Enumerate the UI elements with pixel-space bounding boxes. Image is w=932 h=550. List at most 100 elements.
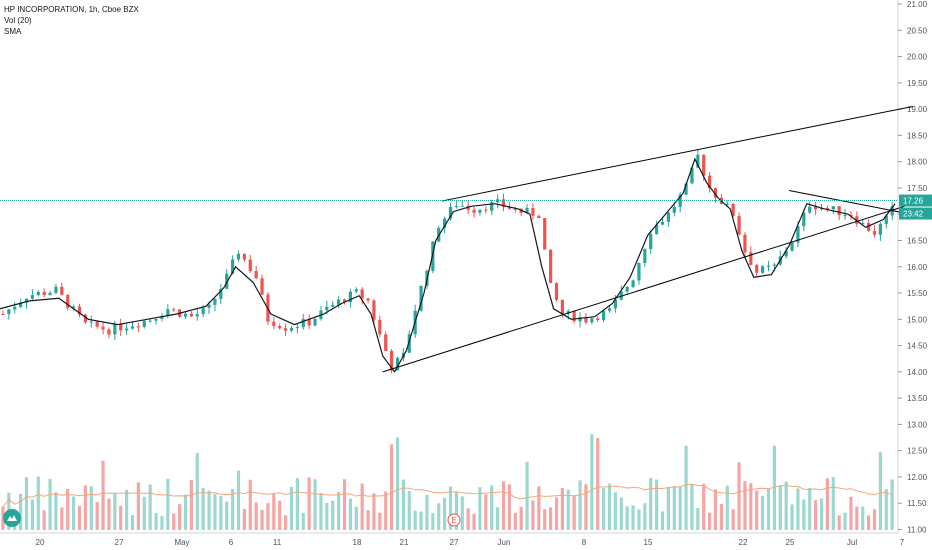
volume-bar xyxy=(42,510,46,530)
candle-body xyxy=(802,212,806,227)
candle-body xyxy=(390,350,394,371)
candle-body xyxy=(331,304,335,307)
volume-bar xyxy=(289,486,294,530)
candle-body xyxy=(884,215,888,224)
volume-bar xyxy=(578,480,582,530)
candle-body xyxy=(478,209,482,213)
volume-bar xyxy=(36,476,40,530)
candle-body xyxy=(154,318,158,321)
x-tick-label: 15 xyxy=(644,538,653,547)
volume-bar xyxy=(672,486,676,530)
volume-bar xyxy=(384,491,388,530)
candle-body xyxy=(337,299,341,305)
candle-body xyxy=(743,234,747,253)
volume-bar xyxy=(77,505,82,530)
candle-body xyxy=(554,283,559,300)
candle-body xyxy=(130,326,135,329)
volume-bar xyxy=(125,489,129,530)
volume-bar xyxy=(183,494,188,530)
candle-body xyxy=(419,285,423,311)
volume-bar xyxy=(219,496,223,530)
candle-body xyxy=(660,221,665,225)
candle-body xyxy=(725,203,729,205)
candle-body xyxy=(30,295,34,299)
y-tick-label: 18.00 xyxy=(907,158,928,167)
volume-bar xyxy=(201,488,205,530)
volume-bar xyxy=(549,507,553,530)
candle-body xyxy=(183,313,188,317)
candle-body xyxy=(101,326,105,330)
candle-body xyxy=(407,334,411,353)
y-tick-label: 14.50 xyxy=(907,342,928,351)
volume-bar xyxy=(631,505,635,530)
volume-bar xyxy=(849,496,853,530)
volume-bar xyxy=(737,462,741,530)
candle-body xyxy=(761,266,765,273)
candle-body xyxy=(1,314,5,316)
volume-bar xyxy=(19,493,23,530)
volume-bar xyxy=(136,482,140,530)
volume-bar xyxy=(189,480,193,530)
volume-bar xyxy=(825,478,829,530)
volume-bars xyxy=(1,434,894,530)
candle-body xyxy=(731,203,735,217)
volume-bar xyxy=(566,489,570,530)
candle-body xyxy=(843,214,847,216)
volume-bar xyxy=(1,506,5,530)
candle-body xyxy=(301,319,305,328)
y-tick-label: 18.50 xyxy=(907,131,928,140)
volume-bar xyxy=(395,437,400,530)
candle-body xyxy=(578,317,582,322)
volume-bar xyxy=(814,500,818,530)
countdown-label-bg xyxy=(899,207,932,220)
candle-body xyxy=(513,208,517,210)
volume-bar xyxy=(448,486,453,530)
candle-body xyxy=(354,289,358,292)
volume-bar xyxy=(378,512,382,530)
tradingview-logo-icon[interactable] xyxy=(3,509,21,527)
candle-body xyxy=(372,300,376,320)
volume-bar xyxy=(472,513,476,530)
x-tick-label: 11 xyxy=(273,538,282,547)
volume-bar xyxy=(861,506,865,530)
candle-body xyxy=(696,154,700,168)
candle-body xyxy=(272,321,276,327)
candlesticks xyxy=(1,149,894,374)
candle-body xyxy=(525,207,529,213)
volume-bar xyxy=(54,492,58,530)
x-tick-label: 22 xyxy=(739,538,748,547)
candle-body xyxy=(560,299,564,315)
candle-body xyxy=(136,326,140,328)
volume-bar xyxy=(407,490,411,530)
candle-body xyxy=(95,321,99,327)
volume-bar xyxy=(260,509,264,530)
candle-body xyxy=(831,206,835,210)
candle-body xyxy=(708,175,712,189)
volume-bar xyxy=(437,503,441,530)
volume-bar xyxy=(543,509,547,530)
volume-bar xyxy=(366,510,370,530)
volume-bar xyxy=(213,494,217,530)
volume-bar xyxy=(496,507,500,530)
volume-bar xyxy=(154,513,158,530)
earnings-marker-label: E xyxy=(451,516,456,525)
y-tick-label: 15.00 xyxy=(907,315,928,324)
sma-line xyxy=(0,157,896,373)
candle-body xyxy=(72,306,76,308)
candle-body xyxy=(613,299,617,309)
y-tick-label: 16.50 xyxy=(907,236,928,245)
volume-bar xyxy=(531,500,535,530)
volume-indicator-label: Vol (20) xyxy=(4,16,32,25)
candle-body xyxy=(125,328,129,331)
volume-bar xyxy=(301,513,305,530)
volume-bar xyxy=(602,487,606,530)
candle-body xyxy=(60,286,64,295)
volume-bar xyxy=(784,481,788,530)
candle-body xyxy=(113,323,117,335)
candle-body xyxy=(13,306,17,310)
volume-bar xyxy=(248,479,252,530)
x-tick-label: May xyxy=(174,538,189,547)
candle-body xyxy=(713,188,718,198)
volume-bar xyxy=(525,461,529,530)
